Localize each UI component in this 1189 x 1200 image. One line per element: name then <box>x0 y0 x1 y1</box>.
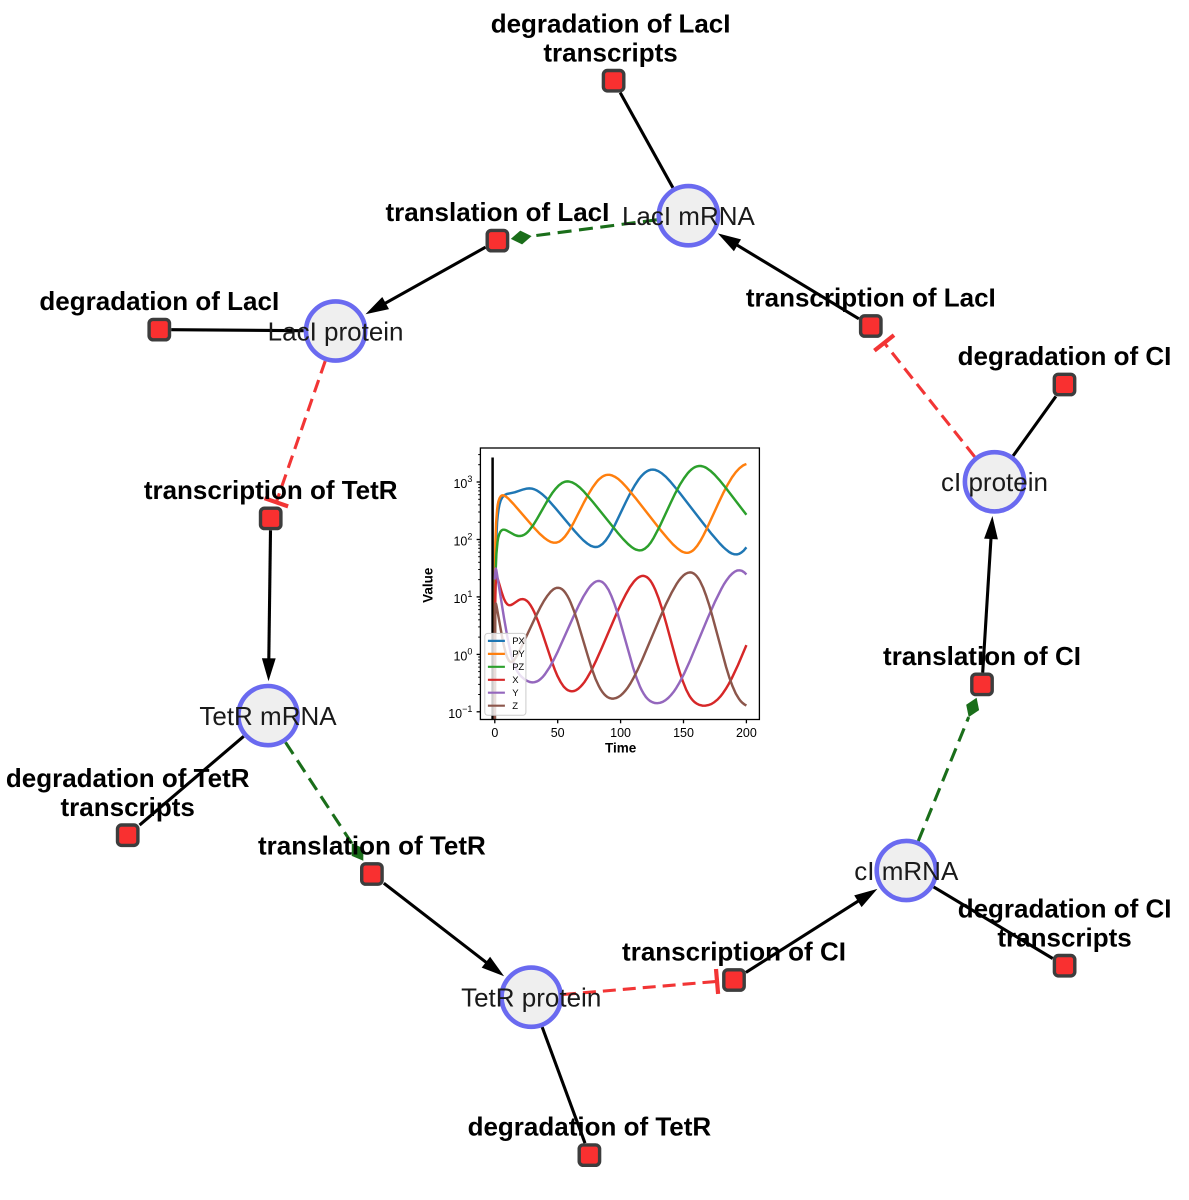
svg-text:200: 200 <box>736 726 757 740</box>
svg-text:degradation of CI: degradation of CI <box>958 341 1172 371</box>
svg-text:0: 0 <box>491 726 498 740</box>
svg-text:transcription of TetR: transcription of TetR <box>144 475 398 505</box>
svg-text:degradation of TetR: degradation of TetR <box>468 1112 712 1142</box>
svg-text:transcripts: transcripts <box>61 792 195 822</box>
svg-text:degradation of LacI: degradation of LacI <box>491 9 731 39</box>
svg-text:Value: Value <box>420 567 435 603</box>
svg-text:cI mRNA: cI mRNA <box>854 856 959 886</box>
svg-text:100: 100 <box>610 726 631 740</box>
svg-text:TetR protein: TetR protein <box>461 983 601 1013</box>
svg-text:translation of CI: translation of CI <box>883 641 1081 671</box>
svg-text:degradation of CI: degradation of CI <box>958 894 1172 924</box>
svg-text:150: 150 <box>673 726 694 740</box>
svg-text:50: 50 <box>551 726 565 740</box>
svg-text:degradation of LacI: degradation of LacI <box>39 286 279 316</box>
svg-text:translation of TetR: translation of TetR <box>258 831 486 861</box>
svg-text:transcripts: transcripts <box>543 38 677 68</box>
svg-text:transcription of CI: transcription of CI <box>622 937 846 967</box>
svg-text:PX: PX <box>512 636 525 647</box>
svg-text:Z: Z <box>512 701 518 712</box>
svg-text:PY: PY <box>512 649 525 660</box>
svg-text:Y: Y <box>512 688 519 699</box>
svg-text:cI protein: cI protein <box>941 467 1048 497</box>
svg-text:TetR mRNA: TetR mRNA <box>199 701 337 731</box>
svg-text:LacI mRNA: LacI mRNA <box>622 201 756 231</box>
svg-text:degradation of TetR: degradation of TetR <box>6 763 250 793</box>
svg-text:X: X <box>512 675 519 686</box>
svg-text:transcription of LacI: transcription of LacI <box>746 283 996 313</box>
svg-text:transcripts: transcripts <box>997 923 1131 953</box>
svg-text:translation of LacI: translation of LacI <box>385 197 609 227</box>
svg-text:LacI protein: LacI protein <box>268 316 404 346</box>
svg-text:PZ: PZ <box>512 662 524 673</box>
svg-text:Time: Time <box>605 741 637 756</box>
